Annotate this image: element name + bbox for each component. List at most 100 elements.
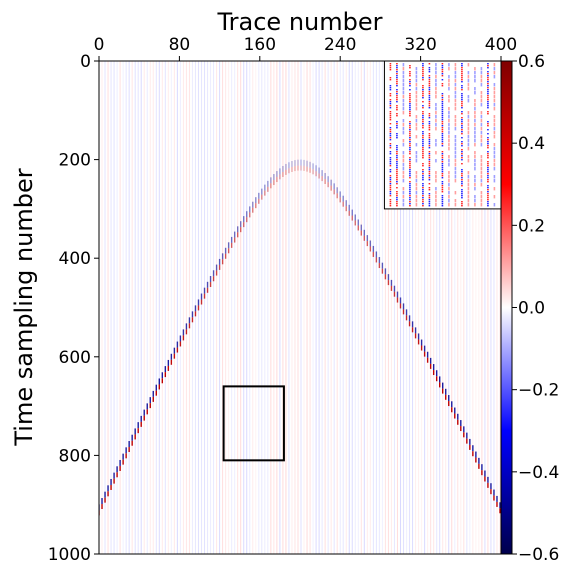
inset-sample — [487, 63, 489, 65]
inset-sample — [474, 67, 476, 71]
inset-sample — [389, 69, 392, 71]
inset-sample — [409, 131, 411, 133]
inset-sample — [389, 183, 392, 185]
inset-sample — [415, 95, 418, 99]
inset-sample — [454, 147, 457, 151]
inset-sample — [409, 67, 411, 69]
inset-sample — [493, 103, 496, 107]
inset-sample — [389, 191, 392, 193]
inset-sample — [402, 203, 405, 207]
inset-sample — [428, 79, 431, 81]
inset-sample — [428, 129, 431, 131]
inset-sample — [389, 133, 392, 135]
inset-sample — [422, 157, 424, 159]
inset-sample — [441, 131, 444, 133]
inset-sample — [441, 175, 444, 177]
inset-sample — [474, 79, 476, 83]
inset-sample — [487, 189, 489, 191]
inset-sample — [396, 105, 398, 107]
inset-sample — [409, 151, 411, 153]
inset-sample — [402, 107, 405, 111]
inset-sample — [396, 125, 398, 127]
inset-sample — [396, 123, 398, 125]
inset-sample — [441, 95, 444, 97]
inset-sample — [461, 185, 463, 187]
inset-sample — [402, 111, 405, 115]
inset-sample — [467, 175, 470, 179]
inset-sample — [428, 99, 431, 101]
inset-sample — [461, 63, 463, 65]
inset-sample — [389, 117, 392, 119]
inset-sample — [415, 135, 418, 139]
inset-sample — [487, 173, 489, 175]
inset-sample — [435, 79, 437, 83]
inset-sample — [461, 149, 463, 151]
inset-sample — [409, 101, 411, 103]
inset-sample — [428, 67, 431, 69]
inset-sample — [461, 73, 463, 75]
inset-sample — [467, 143, 470, 147]
inset-sample — [435, 143, 437, 147]
inset-sample — [480, 199, 483, 203]
y-tick-label: 200 — [59, 151, 91, 171]
inset-sample — [402, 151, 405, 155]
inset-sample — [389, 193, 392, 195]
inset-sample — [487, 205, 489, 207]
inset-sample — [396, 113, 398, 115]
inset-sample — [428, 197, 431, 199]
inset-sample — [480, 195, 483, 199]
inset-sample — [389, 177, 392, 179]
inset-sample — [441, 141, 444, 143]
inset-sample — [428, 103, 431, 105]
inset-sample — [454, 67, 457, 71]
inset-sample — [487, 157, 489, 159]
inset-sample — [422, 171, 424, 173]
inset-sample — [480, 135, 483, 139]
inset-sample — [441, 63, 444, 65]
inset-sample — [467, 135, 470, 139]
inset-sample — [441, 165, 444, 167]
inset-sample — [487, 199, 489, 201]
inset-sample — [454, 79, 457, 83]
inset-sample — [428, 121, 431, 123]
inset-sample — [454, 199, 457, 203]
inset-sample — [396, 151, 398, 153]
inset-sample — [461, 143, 463, 145]
inset-sample — [441, 191, 444, 193]
inset-sample — [389, 63, 392, 65]
inset-sample — [415, 79, 418, 83]
inset-sample — [409, 105, 411, 107]
inset-sample — [415, 87, 418, 91]
inset-sample — [487, 91, 489, 93]
inset-sample — [467, 111, 470, 115]
inset-sample — [493, 123, 496, 127]
inset-sample — [396, 97, 398, 99]
inset-sample — [480, 127, 483, 131]
inset-sample — [396, 127, 398, 129]
inset-sample — [461, 87, 463, 89]
inset-sample — [396, 173, 398, 175]
inset-sample — [448, 79, 450, 83]
inset-sample — [454, 123, 457, 127]
inset-sample — [396, 191, 398, 193]
inset-sample — [422, 113, 424, 115]
inset-sample — [441, 145, 444, 147]
inset-sample — [461, 95, 463, 97]
inset-sample — [435, 111, 437, 115]
inset-sample — [422, 141, 424, 143]
inset-sample — [493, 87, 496, 91]
inset-sample — [396, 175, 398, 177]
inset-sample — [422, 145, 424, 147]
inset-sample — [409, 83, 411, 85]
inset-sample — [422, 75, 424, 77]
inset-sample — [396, 137, 398, 139]
inset-sample — [487, 191, 489, 193]
inset-sample — [409, 189, 411, 191]
inset-sample — [467, 119, 470, 123]
inset-sample — [493, 115, 496, 119]
inset-sample — [389, 201, 392, 203]
inset-sample — [422, 199, 424, 201]
inset-sample — [487, 143, 489, 145]
inset-sample — [487, 141, 489, 143]
inset-sample — [422, 65, 424, 67]
